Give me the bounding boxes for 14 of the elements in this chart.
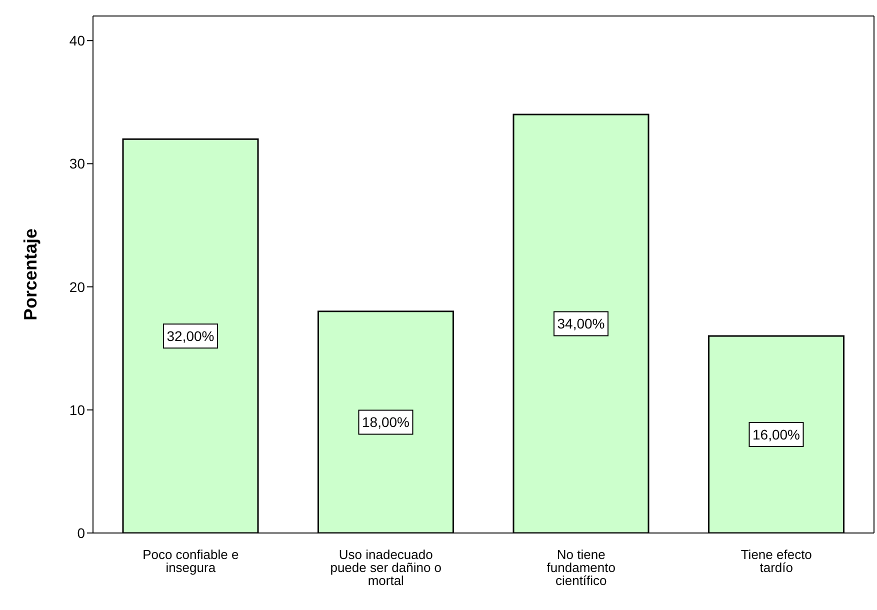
y-tick-label: 10 (69, 402, 86, 418)
data-label: 34,00% (557, 316, 605, 332)
data-label: 16,00% (752, 426, 800, 443)
data-label: 32,00% (166, 328, 214, 344)
x-tick-label: No tiene fundamento científico (546, 547, 616, 588)
data-label: 18,00% (362, 414, 410, 430)
y-tick-label: 40 (69, 32, 86, 49)
y-tick-label: 0 (77, 524, 86, 541)
x-tick-label: Uso inadecuado puede ser dañino o mortal (330, 547, 442, 588)
y-tick-label: 20 (69, 278, 86, 295)
x-tick-label: Tiene efecto tardío (740, 547, 812, 575)
y-tick-label: 30 (69, 156, 86, 172)
x-tick-label: Poco confiable e insegura (142, 547, 239, 575)
y-axis-title: Porcentaje (20, 228, 40, 321)
